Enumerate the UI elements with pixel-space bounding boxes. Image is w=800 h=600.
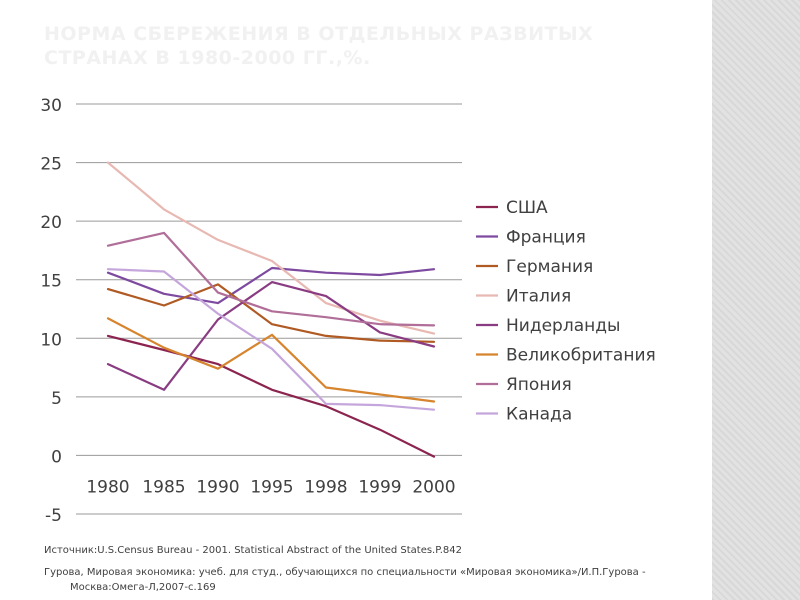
- series-line-3: [106, 161, 436, 335]
- legend-label: Великобритания: [506, 346, 656, 366]
- legend: США Франция Германия Италия Нидерланды Велико…: [476, 198, 656, 425]
- x-tick-label: 1998: [304, 477, 347, 497]
- decorative-side-band: [712, 0, 800, 600]
- x-tick-label: 1985: [142, 477, 185, 497]
- source-note-2: Гурова, Мировая экономика: учеб. для сту…: [44, 567, 646, 593]
- x-tick-label: 2000: [412, 477, 455, 497]
- series-line-0: [106, 334, 436, 458]
- x-tick-label: 1990: [196, 477, 239, 497]
- series-line-5: [106, 317, 436, 403]
- x-tick-label: 1999: [358, 477, 401, 497]
- y-tick-label: 30: [40, 96, 62, 116]
- series-line-2: [106, 283, 436, 343]
- series-line-1: [106, 266, 436, 305]
- y-tick-label: 10: [40, 330, 62, 350]
- grid-lines: [76, 103, 462, 515]
- x-tick-label: 1980: [86, 477, 129, 497]
- legend-label: Германия: [506, 257, 593, 277]
- y-axis-ticks: -5 0 5 10 15 20 25 30: [40, 96, 62, 526]
- source-note-1: Источник:U.S.Census Bureau - 2001. Stati…: [44, 545, 462, 556]
- series-line-7: [106, 268, 436, 411]
- x-tick-label: 1995: [250, 477, 293, 497]
- y-tick-label: 15: [40, 272, 62, 292]
- legend-label: Италия: [506, 287, 571, 307]
- legend-label: Япония: [506, 375, 572, 395]
- series-line-6: [106, 231, 436, 327]
- legend-label: Канада: [506, 405, 572, 425]
- legend-label: Франция: [506, 228, 586, 248]
- y-tick-label: 5: [51, 389, 62, 409]
- series-line-4: [106, 281, 436, 391]
- series-lines: [106, 161, 436, 458]
- x-axis-ticks: 1980 1985 1990 1995 1998 1999 2000: [86, 477, 455, 497]
- y-tick-label: 20: [40, 213, 62, 233]
- decorative-left-strip: [0, 0, 12, 600]
- y-tick-label: 25: [40, 155, 62, 175]
- slide-title: НОРМА СБЕРЕЖЕНИЯ В ОТДЕЛЬНЫХ РАЗВИТЫХ СТ…: [44, 23, 594, 69]
- legend-label: США: [506, 198, 548, 218]
- y-tick-label: 0: [51, 447, 62, 467]
- legend-label: Нидерланды: [506, 316, 620, 336]
- y-tick-label: -5: [45, 506, 62, 526]
